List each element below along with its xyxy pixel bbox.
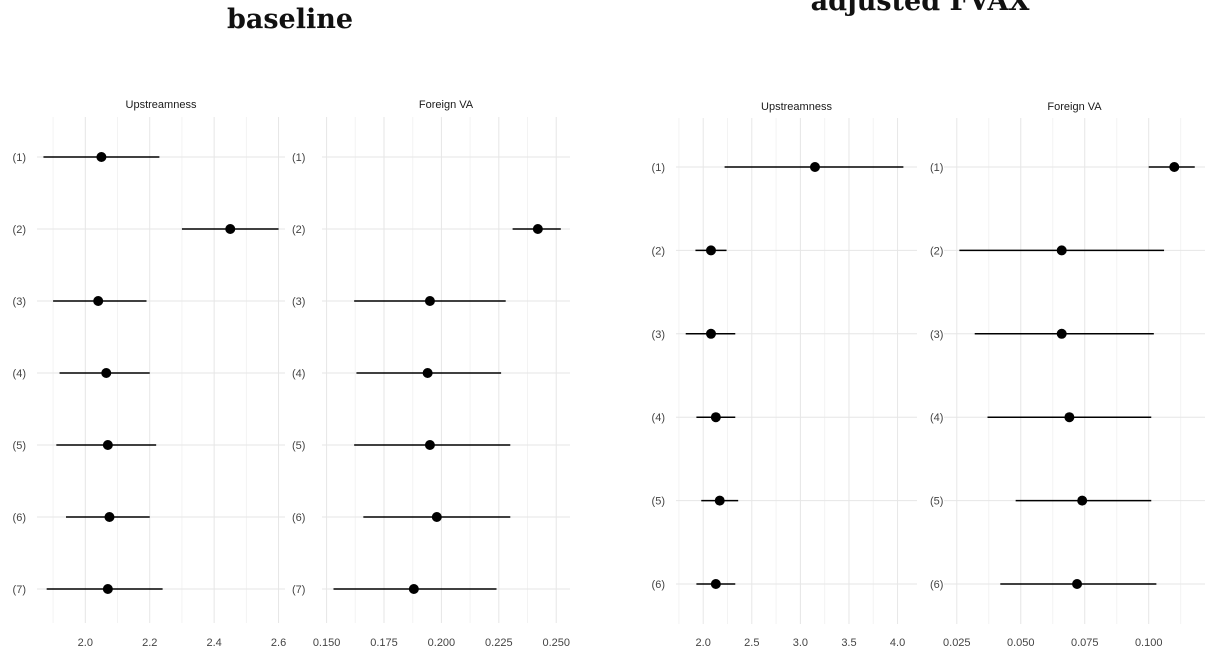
panel-4-category-label: (5) bbox=[930, 496, 943, 508]
panel-1-x-tick-label: 2.6 bbox=[271, 637, 286, 649]
panel-1-point-estimate bbox=[93, 296, 104, 306]
panel-4-point-estimate bbox=[1064, 412, 1075, 423]
panel-3-category-label: (1) bbox=[652, 162, 665, 174]
panel-2-category-label: (2) bbox=[292, 224, 305, 236]
panel-4-point-estimate bbox=[1056, 328, 1067, 339]
panel-4-point-estimate bbox=[1072, 579, 1083, 589]
panel-1-category-label: (2) bbox=[13, 224, 26, 236]
panel-1-category-label: (4) bbox=[13, 368, 26, 380]
panel-4-point-estimate bbox=[1169, 162, 1180, 172]
panel-3-point-estimate bbox=[710, 412, 721, 423]
panel-1-point-estimate bbox=[101, 368, 112, 378]
group-title-adjusted-fvax: adjusted FVAX bbox=[810, 0, 1030, 17]
panel-2-x-tick-label: 0.175 bbox=[370, 637, 398, 649]
panel-3-point-estimate bbox=[809, 162, 820, 172]
panel-3-strip-label: Upstreamness bbox=[761, 101, 832, 113]
panel-1-point-estimate bbox=[104, 512, 115, 522]
panel-2-category-label: (3) bbox=[292, 296, 305, 308]
panel-3-category-label: (5) bbox=[652, 496, 665, 508]
panel-3-category-label: (2) bbox=[652, 245, 665, 257]
panel-3-x-tick-label: 2.5 bbox=[744, 637, 759, 649]
panel-2-category-label: (1) bbox=[292, 152, 305, 164]
panel-1-point-estimate bbox=[102, 440, 113, 450]
panel-4-x-tick-label: 0.025 bbox=[943, 637, 971, 649]
panel-1-category-label: (6) bbox=[13, 512, 26, 524]
panel-1-point-estimate bbox=[96, 152, 107, 162]
panel-1-x-tick-label: 2.0 bbox=[78, 637, 93, 649]
panel-3-category-label: (6) bbox=[652, 579, 665, 591]
panel-2-category-label: (6) bbox=[292, 512, 305, 524]
panel-1-point-estimate bbox=[225, 224, 236, 234]
panel-2-x-tick-label: 0.225 bbox=[485, 637, 513, 649]
panel-1-category-label: (7) bbox=[13, 584, 26, 596]
panel-1-x-tick-label: 2.4 bbox=[206, 637, 221, 649]
panel-2-category-label: (7) bbox=[292, 584, 305, 596]
panel-4-category-label: (6) bbox=[930, 579, 943, 591]
panel-1-x-tick-label: 2.2 bbox=[142, 637, 157, 649]
panel-1-category-label: (5) bbox=[13, 440, 26, 452]
panel-3-x-tick-label: 4.0 bbox=[890, 637, 905, 649]
panel-4-category-label: (2) bbox=[930, 245, 943, 257]
panel-2-category-label: (4) bbox=[292, 368, 305, 380]
panel-3-point-estimate bbox=[710, 579, 721, 589]
panel-4-point-estimate bbox=[1056, 245, 1067, 256]
panel-2-point-estimate bbox=[424, 296, 435, 306]
panel-4-x-tick-label: 0.100 bbox=[1135, 637, 1163, 649]
panel-2-point-estimate bbox=[422, 368, 433, 378]
panel-4-category-label: (1) bbox=[930, 162, 943, 174]
panel-3-category-label: (3) bbox=[652, 329, 665, 341]
panel-3-point-estimate bbox=[705, 245, 716, 256]
panel-3-x-tick-label: 3.5 bbox=[841, 637, 856, 649]
group-title-baseline: baseline bbox=[226, 4, 354, 35]
panel-3-x-tick-label: 3.0 bbox=[793, 637, 808, 649]
panel-1-point-estimate bbox=[102, 584, 113, 594]
panel-3-x-tick-label: 2.0 bbox=[696, 637, 711, 649]
panel-2-point-estimate bbox=[431, 512, 442, 522]
panel-2-point-estimate bbox=[532, 224, 543, 234]
panel-4-strip-label: Foreign VA bbox=[1047, 101, 1102, 113]
panel-4-category-label: (3) bbox=[930, 329, 943, 341]
panel-3-category-label: (4) bbox=[652, 412, 665, 424]
panel-2-category-label: (5) bbox=[292, 440, 305, 452]
panel-4-x-tick-label: 0.075 bbox=[1071, 637, 1099, 649]
panel-1-category-label: (1) bbox=[13, 152, 26, 164]
panel-2-x-tick-label: 0.250 bbox=[542, 637, 570, 649]
panel-4-category-label: (4) bbox=[930, 412, 943, 424]
panel-2-x-tick-label: 0.200 bbox=[428, 637, 456, 649]
panel-4-point-estimate bbox=[1077, 495, 1088, 506]
panel-2-point-estimate bbox=[424, 440, 435, 450]
panel-3-point-estimate bbox=[714, 495, 725, 506]
panel-2-x-tick-label: 0.150 bbox=[313, 637, 341, 649]
panel-1-category-label: (3) bbox=[13, 296, 26, 308]
panel-4-x-tick-label: 0.050 bbox=[1007, 637, 1035, 649]
panel-2-point-estimate bbox=[408, 584, 419, 594]
panel-1-strip-label: Upstreamness bbox=[126, 99, 197, 111]
panel-2-strip-label: Foreign VA bbox=[419, 99, 474, 111]
panel-3-point-estimate bbox=[705, 328, 716, 339]
